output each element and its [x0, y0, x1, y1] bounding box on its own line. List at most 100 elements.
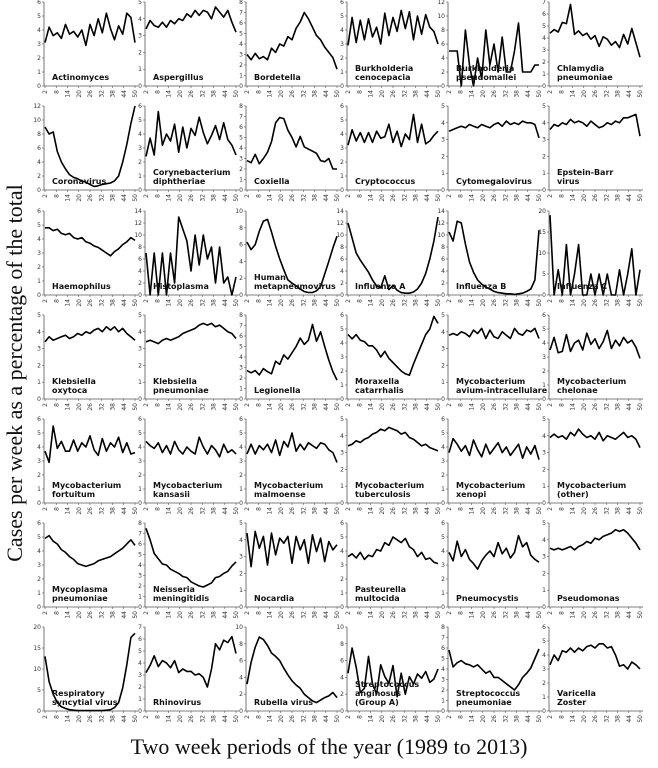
- panel-title-line: xenopi: [456, 490, 487, 499]
- x-tick-label: 2: [143, 194, 150, 198]
- x-tick-label: 26: [592, 194, 599, 202]
- x-tick-label: 38: [514, 715, 521, 723]
- x-tick-label: 44: [323, 507, 330, 515]
- y-tick-label: 5: [340, 416, 344, 423]
- y-tick-label: 1: [239, 73, 243, 80]
- y-tick-label: 0: [37, 187, 41, 194]
- x-tick-label: 26: [289, 507, 296, 515]
- x-tick-label: 26: [87, 403, 94, 411]
- x-tick-label: 20: [581, 507, 588, 515]
- x-tick-label: 20: [76, 299, 83, 307]
- x-tick-label: 20: [379, 715, 386, 723]
- x-tick-label: 14: [267, 507, 274, 515]
- x-tick-label: 20: [278, 507, 285, 515]
- y-tick-label: 1: [542, 71, 546, 78]
- x-tick-label: 38: [615, 403, 622, 411]
- x-tick-label: 44: [323, 194, 330, 202]
- y-tick-label: 10: [235, 624, 243, 631]
- x-tick-label: 50: [334, 611, 341, 619]
- y-tick-label: 0: [340, 83, 344, 90]
- y-tick-label: 0: [441, 708, 445, 715]
- x-tick-label: 38: [514, 403, 521, 411]
- y-tick-label: 5: [441, 656, 445, 663]
- x-tick-label: 8: [154, 715, 161, 719]
- series-line: [44, 105, 136, 188]
- x-tick-label: 44: [121, 90, 128, 98]
- y-tick-label: 2: [239, 691, 243, 698]
- series-line: [246, 323, 338, 381]
- y-tick-label: 6: [340, 658, 344, 665]
- x-tick-label: 32: [98, 403, 105, 411]
- y-tick-label: 0: [138, 83, 142, 90]
- y-tick-label: 3: [542, 554, 546, 561]
- y-tick-label: 3: [37, 346, 41, 353]
- y-tick-label: 2: [340, 691, 344, 698]
- y-tick-label: 1: [37, 278, 41, 285]
- x-tick-label: 2: [547, 611, 554, 615]
- y-tick-label: 20: [33, 624, 41, 631]
- y-tick-label: 2: [441, 576, 445, 583]
- panel-title: Histoplasma: [153, 282, 209, 291]
- panel-title-line: Burkholderia: [456, 64, 514, 73]
- x-tick-label: 14: [469, 299, 476, 307]
- x-tick-label: 44: [222, 299, 229, 307]
- x-tick-label: 50: [536, 299, 543, 307]
- series-line: [549, 215, 641, 296]
- x-tick-label: 8: [53, 90, 60, 94]
- y-tick-label: 0: [441, 292, 445, 299]
- x-tick-label: 50: [233, 194, 240, 202]
- x-tick-label: 8: [53, 507, 60, 511]
- x-tick-label: 50: [334, 403, 341, 411]
- panel-title-line: (Group A): [355, 698, 399, 707]
- panel-title: Klebsiella pneumoniae: [153, 377, 209, 395]
- panel-title-line: Cytomegalovirus: [456, 177, 532, 186]
- panel-title-line: Respiratory: [52, 689, 105, 698]
- x-tick-label: 14: [166, 403, 173, 411]
- panel-title-line: Human: [254, 273, 286, 282]
- y-tick-label: 0: [138, 604, 142, 611]
- y-tick-label: 6: [441, 645, 445, 652]
- y-tick-label: 3: [239, 365, 243, 372]
- x-tick-label: 26: [390, 299, 397, 307]
- series-line: [549, 3, 641, 58]
- x-tick-label: 44: [525, 90, 532, 98]
- series-line: [44, 632, 136, 712]
- x-tick-label: 8: [154, 507, 161, 511]
- x-tick-label: 44: [121, 507, 128, 515]
- x-tick-label: 2: [42, 611, 49, 615]
- x-tick-label: 20: [379, 194, 386, 202]
- x-tick-label: 38: [615, 611, 622, 619]
- x-tick-label: 14: [267, 715, 274, 723]
- y-tick-label: 5: [239, 135, 243, 142]
- x-tick-label: 32: [98, 194, 105, 202]
- x-tick-label: 38: [211, 403, 218, 411]
- x-tick-label: 44: [626, 611, 633, 619]
- y-tick-label: 6: [138, 636, 142, 643]
- y-tick-label: 4: [239, 145, 243, 152]
- x-tick-label: 32: [300, 403, 307, 411]
- panel-title-line: Actinomyces: [52, 73, 109, 82]
- y-tick-label: 5: [340, 326, 344, 333]
- y-tick-label: 12: [437, 0, 445, 6]
- panel-title-line: Corynebacterium: [153, 168, 230, 177]
- x-tick-label: 14: [368, 299, 375, 307]
- y-tick-label: 3: [441, 458, 445, 465]
- x-tick-label: 14: [166, 611, 173, 619]
- x-tick-label: 44: [222, 403, 229, 411]
- x-tick-label: 2: [244, 403, 251, 407]
- x-tick-label: 2: [446, 403, 453, 407]
- y-tick-label: 5: [37, 430, 41, 437]
- x-tick-label: 20: [278, 194, 285, 202]
- y-tick-label: 10: [437, 232, 445, 239]
- x-tick-label: 50: [435, 299, 442, 307]
- panel-title-line: Epstein-Barr: [557, 168, 613, 177]
- series-line: [145, 635, 237, 688]
- x-tick-label: 14: [166, 715, 173, 723]
- x-tick-label: 14: [65, 611, 72, 619]
- x-tick-label: 32: [98, 299, 105, 307]
